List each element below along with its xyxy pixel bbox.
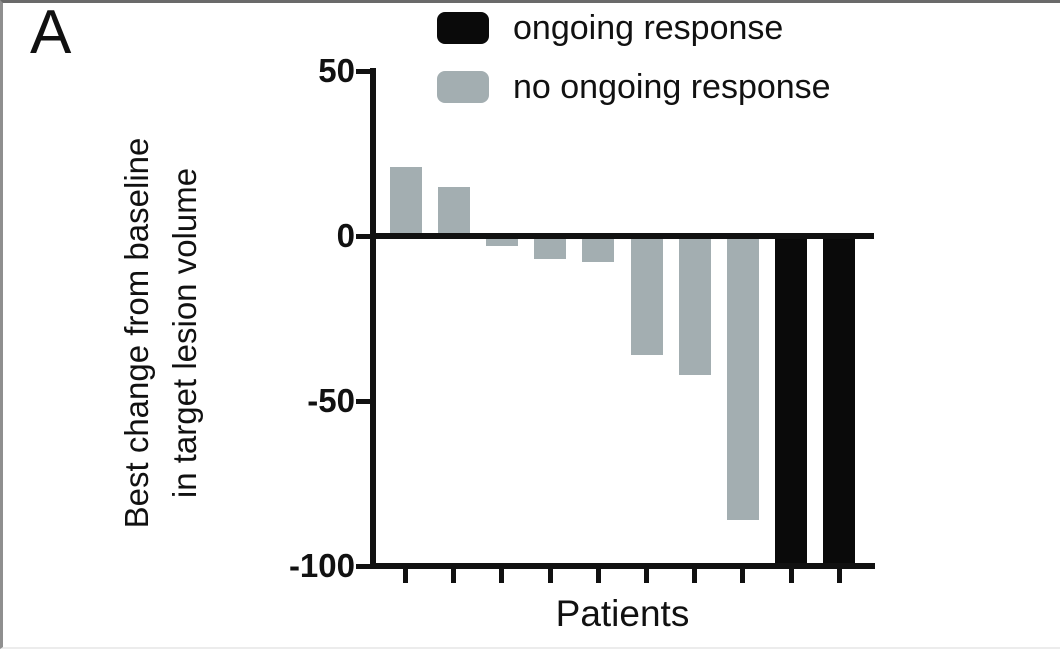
y-tick-label: -100 [288, 547, 355, 584]
x-tick-mark [403, 569, 408, 583]
y-tick-mark [356, 398, 370, 404]
bar-patient-9 [775, 236, 808, 566]
y-tick-label: 50 [318, 52, 355, 89]
x-tick-mark [788, 569, 794, 583]
x-axis-line [370, 563, 875, 569]
y-axis-title-line1: Best change from baseline [118, 137, 155, 529]
bar-patient-4 [534, 236, 567, 260]
y-tick-mark [356, 233, 370, 239]
bar-patient-2 [437, 186, 470, 236]
legend-label: ongoing response [513, 9, 784, 47]
x-tick-mark [740, 569, 746, 583]
bar-patient-10 [823, 236, 856, 566]
x-tick-mark [692, 569, 698, 583]
y-axis-title-line2: in target lesion volume [166, 167, 203, 499]
x-tick-mark [499, 569, 505, 583]
bar-patient-1 [389, 166, 422, 236]
x-tick-mark [451, 569, 457, 583]
ongoing-response-swatch-icon [437, 12, 489, 44]
y-axis-line [370, 68, 376, 569]
bar-patient-8 [726, 236, 759, 520]
x-tick-mark [644, 569, 649, 583]
bar-patient-3 [485, 236, 518, 246]
bar-patient-6 [630, 236, 663, 355]
bar-patient-5 [582, 236, 615, 263]
bar-patient-7 [678, 236, 711, 375]
y-tick-label: -50 [307, 382, 355, 419]
no-ongoing-response-swatch-icon [437, 71, 489, 103]
legend: ongoing response no ongoing response [437, 9, 831, 106]
y-tick-mark [356, 563, 370, 569]
x-axis-title: Patients [555, 593, 690, 634]
legend-item-no-ongoing: no ongoing response [437, 68, 831, 106]
x-tick-mark [836, 569, 842, 583]
zero-baseline [370, 233, 874, 239]
y-tick-label: 0 [336, 217, 355, 254]
x-tick-mark [595, 569, 601, 583]
y-axis-title: Best change from baseline in target lesi… [113, 73, 209, 593]
legend-item-ongoing: ongoing response [437, 9, 831, 47]
legend-label: no ongoing response [513, 68, 831, 106]
y-tick-mark [356, 68, 370, 74]
panel-label: A [30, 0, 72, 67]
x-tick-mark [547, 569, 553, 583]
